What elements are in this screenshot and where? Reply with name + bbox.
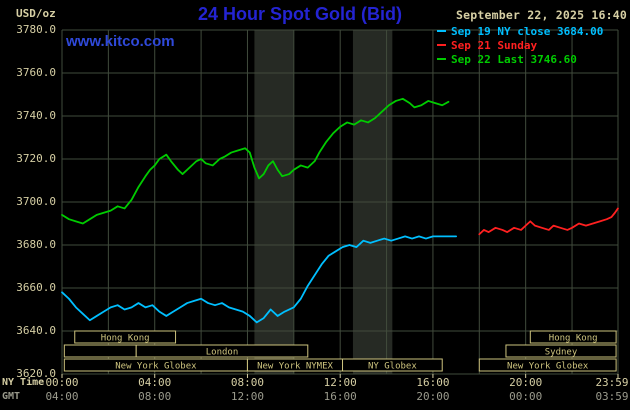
x-tick-label-gmt: 08:00 <box>138 390 172 403</box>
session-label: New York Globex <box>115 362 197 372</box>
x-tick-label-gmt: 16:00 <box>323 390 357 403</box>
x-tick-label-ny: 23:59 <box>595 376 629 389</box>
y-tick-label: 3740.0 <box>16 109 56 122</box>
x-axis-caption-gmt: GMT <box>2 391 21 402</box>
y-tick-label: 3680.0 <box>16 238 56 251</box>
session-label: NY Globex <box>368 362 417 372</box>
price-series-sep22 <box>61 97 450 225</box>
x-tick-label-ny: 00:00 <box>45 376 79 389</box>
session-label: New York NYMEX <box>257 362 333 372</box>
x-tick-label-gmt: 00:00 <box>509 390 543 403</box>
session-box <box>74 330 177 344</box>
y-tick-label: 3780.0 <box>16 23 56 36</box>
session-box <box>135 344 309 358</box>
session-box <box>478 358 617 372</box>
x-tick-label-gmt: 20:00 <box>416 390 450 403</box>
grid-lines <box>61 29 619 378</box>
y-tick-label: 3640.0 <box>16 324 56 337</box>
x-tick-label-ny: 20:00 <box>509 376 543 389</box>
legend-dash-icon <box>437 44 446 46</box>
y-tick-label: 3720.0 <box>16 152 56 165</box>
chart-datetime: September 22, 2025 16:40 <box>456 8 627 22</box>
legend-item-sep21: Sep 21 Sunday <box>437 39 603 53</box>
page-title: 24 Hour Spot Gold (Bid) <box>198 4 402 24</box>
x-tick-label-gmt: 12:00 <box>230 390 265 403</box>
session-box <box>63 344 137 358</box>
session-label: Sydney <box>545 348 578 358</box>
session-box <box>342 358 443 372</box>
legend-dash-icon <box>437 30 446 32</box>
x-tick-label-ny: 08:00 <box>230 376 265 389</box>
y-tick-label: 3700.0 <box>16 195 56 208</box>
legend-item-sep19: Sep 19 NY close 3684.00 <box>437 25 603 39</box>
legend-dash-icon <box>437 58 446 60</box>
session-box <box>505 344 617 358</box>
price-series-sep19 <box>61 235 458 324</box>
x-tick-label-gmt: 04:00 <box>45 390 79 403</box>
x-tick-label-ny: 12:00 <box>323 376 357 389</box>
y-tick-label: 3760.0 <box>16 66 56 79</box>
legend: Sep 19 NY close 3684.00 Sep 21 Sunday Se… <box>437 25 603 67</box>
session-label: New York Globex <box>507 362 589 372</box>
price-series-sep21 <box>478 207 619 236</box>
legend-item-sep22: Sep 22 Last 3746.60 <box>437 53 603 67</box>
legend-label: Sep 22 Last 3746.60 <box>451 53 577 66</box>
y-axis-unit-label: USD/oz <box>16 7 56 20</box>
y-tick-label: 3620.0 <box>16 367 56 380</box>
session-label: London <box>206 348 239 358</box>
legend-label: Sep 19 NY close 3684.00 <box>451 25 604 38</box>
x-tick-label-ny: 16:00 <box>416 376 450 389</box>
session-label: Hong Kong <box>101 334 150 344</box>
x-tick-label-gmt: 03:59 <box>595 390 629 403</box>
session-box <box>529 330 617 344</box>
y-tick-label: 3660.0 <box>16 281 56 294</box>
x-tick-label-ny: 04:00 <box>138 376 172 389</box>
market-sessions: Hong Kong Hong Kong London Sydney New York G… <box>63 330 617 372</box>
kitco-watermark-link[interactable]: www.kitco.com <box>66 33 175 50</box>
session-label: Hong Kong <box>549 334 598 344</box>
legend-label: Sep 21 Sunday <box>451 39 538 52</box>
x-axis-caption-ny: NY Time <box>2 377 45 388</box>
